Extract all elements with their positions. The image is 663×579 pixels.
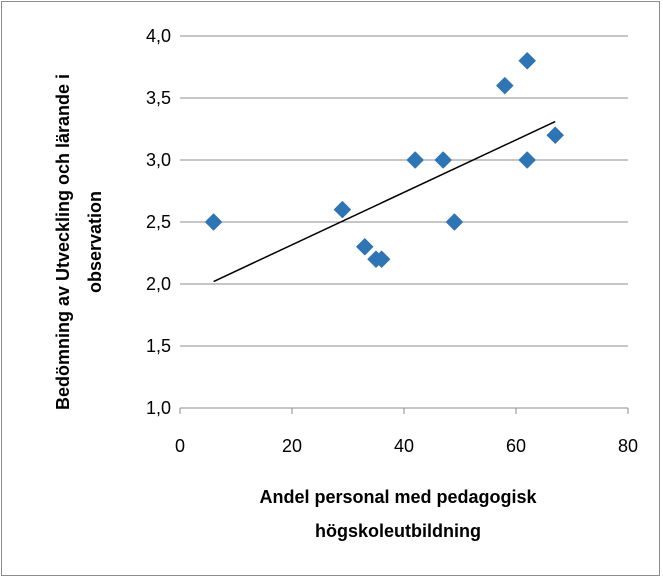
x-axis-title: Andel personal med pedagogisk högskoleutb… [259,487,537,541]
y-tick-label: 1,5 [146,336,171,356]
data-point [518,151,537,169]
data-point [445,213,464,231]
data-point [355,237,374,256]
gridlines [180,35,628,409]
y-tick-labels: 1,0 1,5 2,0 2,5 3,0 3,5 4,0 [146,26,171,418]
x-axis-title-line: Andel personal med pedagogisk [259,487,537,507]
data-point [204,213,223,231]
x-tick-marks [179,408,629,414]
y-tick-label: 4,0 [146,26,171,46]
data-point [406,151,425,169]
y-tick-label: 1,0 [146,398,171,418]
y-tick-label: 2,5 [146,212,171,232]
data-point [372,250,391,269]
x-tick-labels: 0 20 40 60 80 [175,436,638,456]
data-point [518,51,537,70]
x-tick-label: 80 [618,436,638,456]
y-tick-label: 3,0 [146,150,171,170]
y-axis-title-line: observation [85,191,105,293]
data-point [434,151,453,169]
y-axis-title-line: Bedömning av Utveckling och lärande i [53,74,73,410]
y-tick-label: 3,5 [146,88,171,108]
data-points [204,51,565,269]
data-point [546,126,565,145]
trendline [213,120,556,283]
x-tick-label: 20 [282,436,302,456]
x-tick-label: 40 [394,436,414,456]
x-axis-title-line: högskoleutbildning [315,521,481,541]
x-tick-label: 0 [175,436,185,456]
data-point [333,200,352,219]
y-tick-label: 2,0 [146,274,171,294]
x-tick-label: 60 [506,436,526,456]
data-point [495,76,514,95]
y-axis-title: Bedömning av Utveckling och lärande i obs… [53,74,105,410]
